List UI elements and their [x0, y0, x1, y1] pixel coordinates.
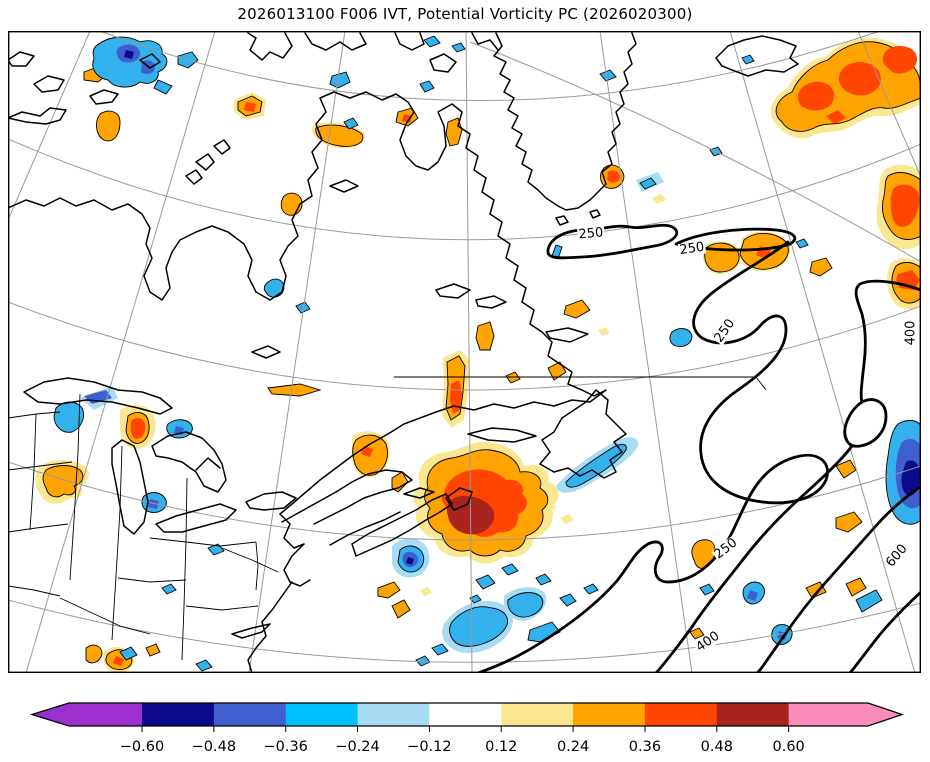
map-border [8, 31, 921, 673]
map-plot [8, 31, 921, 673]
colorbar-tick-label: −0.48 [192, 739, 236, 755]
colorbar-cell [788, 703, 868, 726]
colorbar-cell [213, 703, 287, 726]
pv-shading-darkblue-cores [124, 50, 921, 565]
colorbar-under-arrow [32, 703, 69, 726]
colorbar-tick-label: 0.48 [701, 739, 733, 755]
colorbar-cell [357, 703, 430, 726]
colorbar-tick-label: −0.24 [335, 739, 379, 755]
graticule [8, 31, 921, 673]
colorbar-cell [644, 703, 718, 726]
page-title: 2026013100 F006 IVT, Potential Vorticity… [237, 5, 693, 23]
contour-label: 600 [883, 541, 911, 571]
colorbar-outline [29, 702, 905, 727]
colorbar-cell [573, 703, 646, 726]
contour-label: 400 [903, 319, 919, 347]
colorbar-cell [69, 703, 142, 726]
contour-label: 250 [711, 535, 741, 563]
colorbar-cell [142, 703, 215, 726]
colorbar-tick-label: −0.60 [120, 739, 164, 755]
colorbar-tick-label: −0.36 [263, 739, 307, 755]
colorbar-cell [285, 703, 359, 726]
colorbar-cell [501, 703, 574, 726]
contour-label: 250 [711, 316, 739, 346]
contour-label: 400 [693, 628, 723, 656]
pv-shading-orangered-cores [113, 46, 920, 666]
colorbar-tick-label: 0.36 [629, 739, 661, 755]
colorbar-tick-label: 0.60 [773, 739, 805, 755]
contour-label: 250 [577, 225, 605, 243]
ivt-contours [476, 223, 921, 673]
colorbar-tick-label: 0.24 [557, 739, 589, 755]
coastlines [8, 32, 799, 673]
contour-label: 250 [677, 239, 707, 259]
colorbar-cell [716, 703, 790, 726]
colorbar-cell [429, 703, 502, 726]
colorbar-tick-label: 0.12 [485, 739, 517, 755]
colorbar-over-arrow [868, 703, 902, 726]
state-borders [8, 376, 767, 661]
colorbar-tick-label: −0.12 [407, 739, 451, 755]
colorbar: −0.60 −0.48 −0.36 −0.24 −0.12 0.12 0.24 0.36 0.4… [29, 702, 905, 755]
